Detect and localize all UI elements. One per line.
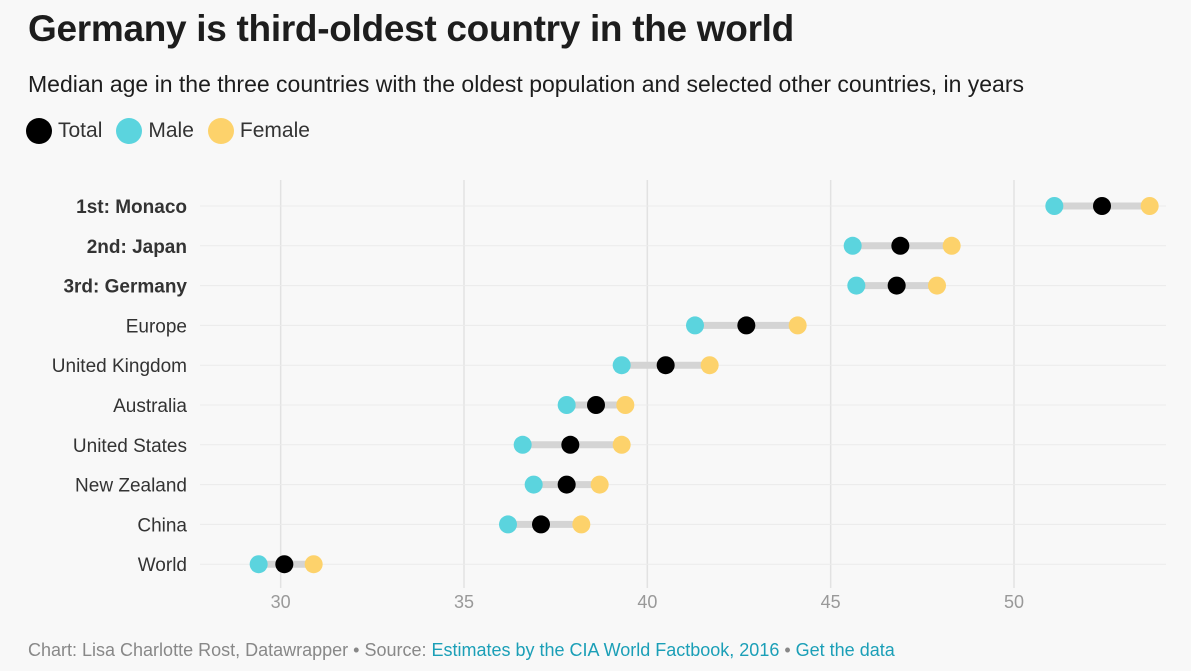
category-label-united-kingdom: United Kingdom (52, 356, 187, 377)
dot-male-2nd-japan (843, 236, 862, 255)
x-tick-label-35: 35 (454, 592, 474, 612)
legend-swatch-total (26, 118, 52, 144)
dot-female-europe (788, 316, 807, 335)
dot-female-1st-monaco (1140, 197, 1159, 215)
legend-swatch-male (116, 118, 143, 144)
dot-total-2nd-japan (891, 236, 910, 255)
dot-total-europe (737, 316, 756, 335)
dot-male-world (249, 555, 268, 574)
legend: Total Male Female (26, 118, 324, 144)
category-label-2nd-japan: 2nd: Japan (87, 237, 187, 258)
legend-label-male: Male (148, 119, 194, 142)
dot-female-united-states (612, 435, 631, 454)
x-tick-label-30: 30 (271, 592, 291, 612)
dot-female-united-kingdom (700, 356, 719, 375)
dot-male-china (499, 515, 517, 534)
legend-item-male: Male (116, 118, 194, 144)
dot-female-3rd-germany (928, 276, 946, 295)
footer-separator-data: • (779, 640, 796, 660)
footer-separator-source: • Source: (348, 640, 432, 660)
dot-plot: 1st: Monaco 2nd: Japan 3rd: Germany Europe U… (52, 180, 1166, 612)
legend-label-total: Total (58, 119, 103, 142)
legend-swatch-female (207, 118, 234, 144)
x-tick-label-45: 45 (821, 592, 841, 612)
footer: Chart: Lisa Charlotte Rost, Datawrapper … (28, 640, 895, 661)
category-label-1st-monaco: 1st: Monaco (76, 197, 187, 218)
legend-item-female: Female (207, 118, 310, 144)
dot-female-china (572, 515, 591, 534)
category-label-australia: Australia (113, 396, 187, 417)
dot-total-world (275, 555, 294, 574)
legend-label-female: Female (239, 119, 310, 142)
dot-female-australia (616, 396, 635, 414)
dot-male-europe (686, 316, 704, 335)
dot-female-new-zealand (590, 475, 609, 494)
category-label-new-zealand: New Zealand (75, 476, 187, 497)
get-the-data-link[interactable]: Get the data (795, 640, 895, 660)
category-label-united-states: United States (73, 436, 187, 457)
legend-item-total: Total (26, 118, 102, 144)
dot-total-new-zealand (557, 475, 576, 494)
category-label-3rd-germany: 3rd: Germany (63, 277, 187, 298)
dot-male-new-zealand (524, 475, 543, 494)
dot-total-3rd-germany (887, 276, 906, 295)
dot-total-china (532, 515, 550, 534)
dot-total-australia (587, 396, 605, 414)
dot-female-world (304, 555, 323, 574)
dot-male-united-states (513, 435, 532, 454)
category-label-china: China (137, 515, 187, 536)
dot-male-3rd-germany (847, 276, 866, 295)
category-label-europe: Europe (126, 316, 187, 337)
category-label-world: World (138, 555, 187, 576)
dot-male-1st-monaco (1045, 197, 1064, 215)
dot-total-united-states (561, 435, 580, 454)
dot-male-australia (557, 396, 576, 414)
dot-total-1st-monaco (1093, 197, 1111, 215)
chart-subtitle: Median age in the three countries with t… (28, 71, 1025, 97)
dot-total-united-kingdom (656, 356, 675, 375)
footer-credit: Chart: Lisa Charlotte Rost, Datawrapper (28, 640, 349, 660)
x-tick-label-40: 40 (637, 592, 657, 612)
x-tick-label-50: 50 (1004, 592, 1024, 612)
dot-female-2nd-japan (942, 236, 961, 255)
source-link[interactable]: Estimates by the CIA World Factbook, 201… (431, 640, 780, 660)
dot-male-united-kingdom (612, 356, 631, 375)
chart-title: Germany is third-oldest country in the w… (28, 8, 794, 49)
